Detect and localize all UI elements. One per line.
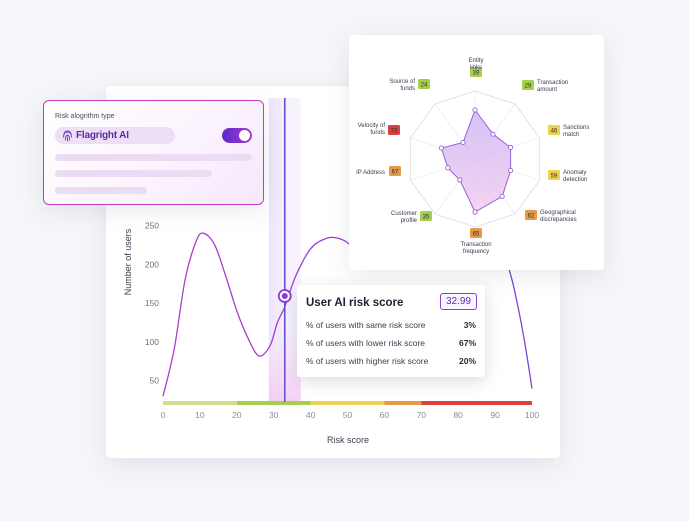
radar-value: 39	[473, 71, 480, 77]
radar-value-badge	[548, 125, 560, 135]
radar-value-badge	[470, 67, 482, 77]
radar-value-badge	[420, 211, 432, 221]
tooltip-row-higher: % of users with higher risk score 20%	[306, 356, 476, 366]
radar-point	[508, 144, 514, 150]
risk-band-segment	[163, 401, 237, 405]
radar-axis-label: IP Address	[356, 170, 385, 176]
skeleton-line-1	[55, 154, 252, 161]
radar-axis-label: Geographical discrepancies	[540, 210, 577, 223]
x-tick-label: 10	[195, 410, 205, 420]
tooltip-row-lower: % of users with lower risk score 67%	[306, 338, 476, 348]
radar-point	[438, 145, 444, 151]
radar-point	[499, 193, 505, 199]
risk-score-badge: 32.99	[439, 293, 477, 310]
y-tick-label: 250	[145, 221, 159, 231]
y-tick-label: 150	[145, 298, 159, 308]
radar-point	[472, 209, 478, 215]
radar-axis: 62 Geographical discrepancies	[525, 210, 577, 223]
risk-band-segment	[421, 401, 532, 405]
highlight-point-core	[281, 293, 288, 299]
radar-axis-label: Entity links	[468, 58, 483, 71]
radar-value-badge	[418, 79, 430, 89]
tooltip-row-value: 67%	[458, 338, 476, 348]
toggle-knob	[239, 130, 250, 141]
skeleton-line-3	[55, 187, 147, 194]
algorithm-toggle[interactable]	[222, 128, 252, 143]
radar-value: 65	[473, 232, 480, 238]
x-tick-label: 0	[161, 410, 166, 420]
risk-algorithm-label: Risk alogrithm type	[55, 113, 115, 120]
radar-value: 62	[528, 214, 535, 220]
radar-value: 73	[391, 129, 398, 135]
radar-point	[490, 131, 496, 137]
algorithm-select-value: Flagright AI	[76, 130, 129, 141]
x-tick-label: 50	[343, 410, 353, 420]
radar-axis: 35 Customer profile	[391, 211, 432, 224]
radar-point	[472, 107, 478, 113]
radar-value: 35	[423, 215, 430, 221]
x-tick-label: 90	[490, 410, 500, 420]
radar-axis: 65 Transaction frequency	[460, 228, 492, 255]
radar-point	[457, 177, 463, 183]
radar-axis: 24 Source of funds	[389, 79, 430, 92]
radar-value-badge	[388, 125, 400, 135]
x-tick-label: 40	[306, 410, 316, 420]
x-axis-label: Risk score	[327, 435, 369, 445]
x-tick-label: 70	[417, 410, 427, 420]
radar-point	[460, 139, 466, 146]
radar-axis-label: Transaction amount	[537, 80, 568, 93]
x-tick-label: 80	[453, 410, 463, 420]
radar-axis-label: Customer profile	[391, 211, 418, 224]
radar-value-badge	[470, 228, 482, 238]
risk-score-tooltip: User AI risk score 32.99 % of users with…	[297, 285, 485, 377]
fingerprint-icon	[63, 130, 72, 141]
radar-axis: 59 Anomaly detection	[548, 170, 587, 183]
x-tick-label: 100	[525, 410, 539, 420]
x-tick-label: 20	[232, 410, 242, 420]
risk-band-segment	[236, 401, 311, 405]
radar-value-badge	[522, 80, 534, 90]
radar-point	[508, 168, 514, 174]
radar-axis-label: Sanctions match	[563, 125, 589, 138]
radar-axis-label: Anomaly detection	[563, 170, 587, 183]
risk-algorithm-card: Risk alogrithm type Flagright AI	[43, 100, 264, 205]
tooltip-row-label: % of users with same risk score	[306, 320, 426, 330]
radar-value: 67	[392, 170, 399, 176]
radar-value-badge	[525, 210, 537, 220]
radar-value-badge	[389, 166, 401, 176]
radar-axis: 73 Velocity of funds	[358, 123, 400, 136]
algorithm-select[interactable]: Flagright AI	[55, 127, 175, 144]
tooltip-row-value: 3%	[463, 320, 476, 330]
radar-point	[445, 165, 451, 171]
skeleton-line-2	[55, 170, 212, 177]
x-tick-label: 30	[269, 410, 279, 420]
radar-value: 46	[551, 129, 558, 135]
radar-value: 24	[421, 83, 428, 89]
radar-value: 29	[525, 84, 532, 90]
radar-axis: 67 IP Address	[356, 166, 401, 176]
tooltip-row-label: % of users with higher risk score	[306, 356, 429, 366]
risk-band-segment	[384, 401, 422, 405]
risk-band-segment	[310, 401, 385, 405]
y-tick-label: 200	[145, 259, 159, 269]
y-tick-label: 100	[145, 337, 159, 347]
tooltip-title: User AI risk score	[306, 297, 404, 309]
tooltip-row-value: 20%	[458, 356, 476, 366]
radar-value: 59	[551, 174, 558, 180]
radar-axis-label: Transaction frequency	[460, 242, 491, 255]
radar-axis-label: Source of funds	[389, 79, 415, 92]
tooltip-row-label: % of users with lower risk score	[306, 338, 426, 348]
y-axis-label: Number of users	[123, 228, 133, 295]
x-tick-label: 60	[380, 410, 390, 420]
radar-axis: 29 Transaction amount	[522, 80, 568, 93]
radar-axis-label: Velocity of funds	[358, 123, 386, 136]
radar-value-badge	[548, 170, 560, 180]
risk-factors-radar-card: 39 Entity links 29 Transaction amount 46 Sancti…	[349, 35, 604, 270]
y-tick-label: 50	[150, 376, 160, 386]
tooltip-row-same: % of users with same risk score 3%	[306, 320, 476, 330]
radar-axis: 46 Sanctions match	[548, 125, 589, 138]
